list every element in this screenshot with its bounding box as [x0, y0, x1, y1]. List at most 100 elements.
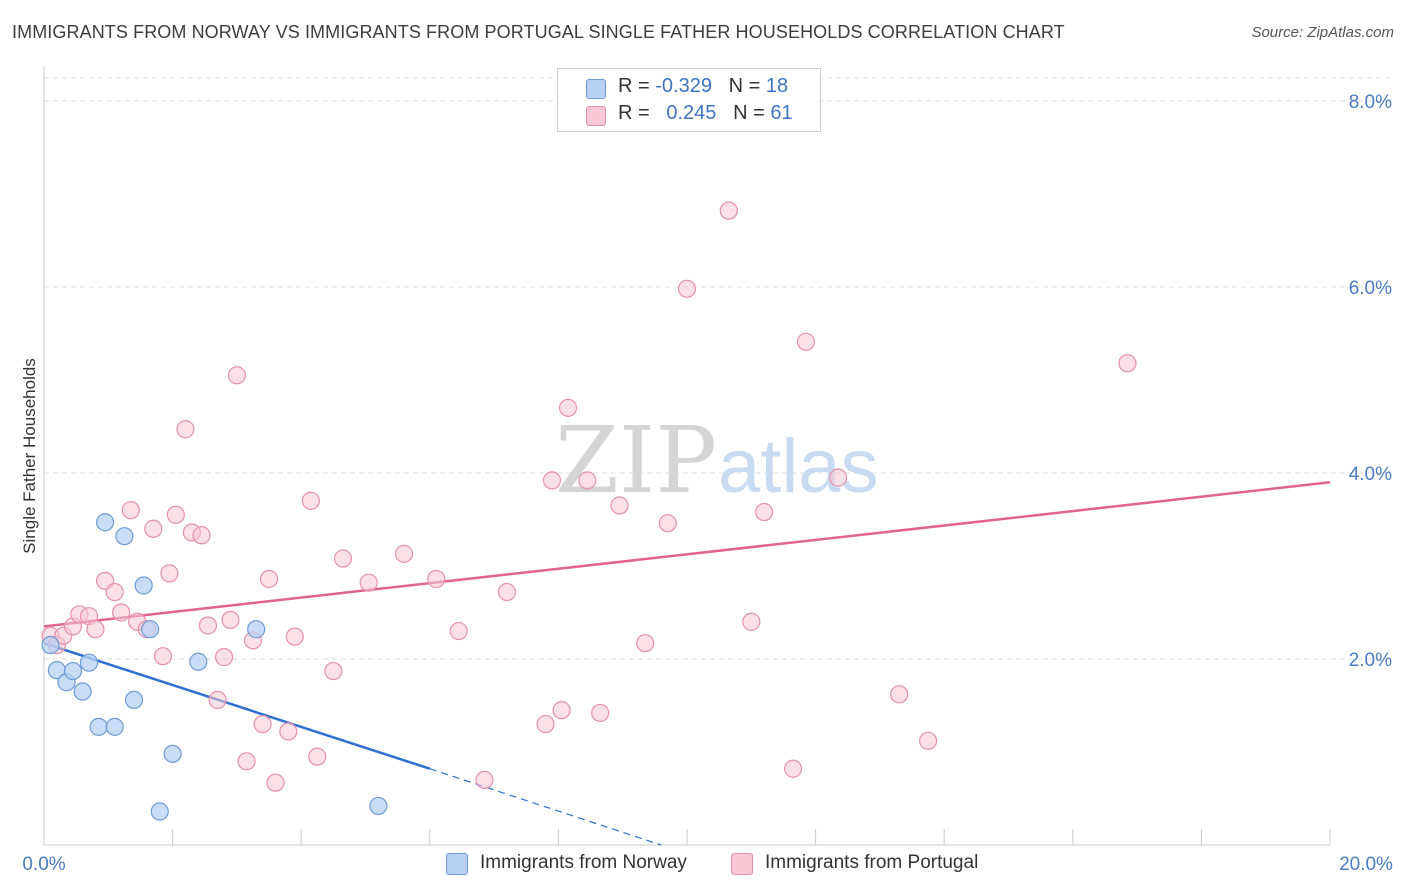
portugal-r-value: 0.245 [666, 102, 717, 124]
grid-layer [44, 77, 1392, 660]
norway-legend-swatch [446, 853, 468, 875]
norway-point [105, 717, 124, 736]
norway-point [95, 513, 115, 532]
portugal-point [144, 519, 163, 538]
portugal-point [176, 420, 195, 439]
portugal-n-value: 61 [770, 102, 793, 124]
portugal-point [542, 471, 562, 490]
portugal-point [783, 759, 803, 778]
portugal-point [636, 634, 655, 653]
norway-swatch [586, 79, 606, 99]
portugal-point [160, 564, 179, 583]
portugal-point [105, 582, 124, 602]
portugal-point [121, 501, 140, 520]
portugal-point [591, 703, 610, 723]
portugal-n-label: N = [733, 102, 771, 124]
portugal-point [285, 627, 304, 646]
norway-point [41, 635, 60, 655]
portugal-point [192, 526, 211, 545]
portugal-swatch [586, 106, 606, 126]
portugal-point [578, 471, 597, 490]
norway-point [73, 682, 92, 701]
ticks-layer: 2.0% 4.0% 6.0% 8.0% 0.0% 20.0% [22, 92, 1393, 875]
portugal-point [208, 690, 227, 710]
portugal-point [475, 770, 494, 789]
portugal-point [112, 603, 131, 622]
portugal-point [890, 685, 909, 704]
y-axis-label: Single Father Households [20, 358, 39, 554]
norway-r-value: -0.329 [655, 75, 712, 97]
portugal-point [796, 332, 816, 351]
norway-r-label: R = [618, 75, 656, 97]
portugal-point [829, 468, 848, 487]
portugal-point [742, 612, 761, 631]
norway-point [140, 620, 160, 639]
portugal-point [227, 366, 246, 385]
points-layer [41, 201, 1137, 821]
source-credit: Source: ZipAtlas.com [1251, 24, 1394, 41]
norway-point [63, 661, 83, 681]
x-tick-label-max: 20.0% [1339, 854, 1393, 875]
y-tick-label: 6.0% [1349, 278, 1392, 299]
stats-legend: R = -0.329 N = 18 R = 0.245 N = 61 [557, 68, 821, 132]
watermark-zip: ZIP [555, 407, 717, 514]
watermark-atlas: atlas [718, 424, 879, 509]
portugal-point [497, 582, 517, 602]
portugal-point [253, 714, 272, 734]
portugal-point [301, 491, 320, 510]
portugal-point [153, 647, 173, 666]
portugal-point [552, 701, 571, 720]
y-tick-label: 8.0% [1349, 92, 1392, 113]
portugal-point [719, 201, 738, 220]
axes-layer [43, 66, 1331, 846]
norway-point [89, 717, 108, 736]
portugal-trend-line [43, 481, 1331, 628]
legend-portugal-text: R = 0.245 N = 61 [618, 102, 793, 125]
x-tick-label-min: 0.0% [22, 854, 65, 875]
portugal-point [394, 544, 414, 563]
norway-trend-line [43, 641, 431, 770]
portugal-point [221, 610, 240, 630]
portugal-point [1118, 354, 1137, 373]
norway-legend-label: Immigrants from Norway [480, 852, 687, 873]
norway-point [247, 620, 266, 639]
norway-point [115, 527, 134, 546]
portugal-point [166, 505, 185, 524]
norway-point [189, 652, 208, 671]
norway-trend-extension [429, 768, 662, 846]
norway-point [134, 576, 153, 595]
portugal-point [324, 661, 343, 681]
norway-n-value: 18 [765, 75, 789, 97]
portugal-point [279, 722, 298, 741]
portugal-point [658, 514, 677, 533]
chart-title: IMMIGRANTS FROM NORWAY VS IMMIGRANTS FRO… [12, 22, 1065, 42]
portugal-point [198, 616, 218, 635]
portugal-point [677, 279, 697, 298]
portugal-point [214, 648, 234, 667]
watermark: ZIP atlas [555, 407, 879, 514]
portugal-legend-label: Immigrants from Portugal [765, 852, 979, 873]
portugal-point [259, 569, 279, 589]
norway-point [369, 796, 388, 816]
trend-layer [43, 481, 1331, 846]
portugal-point [86, 620, 105, 639]
portugal-point [755, 502, 774, 522]
portugal-point [308, 747, 327, 766]
norway-point [79, 653, 99, 672]
norway-n-label: N = [728, 75, 766, 97]
portugal-point [558, 398, 578, 417]
portugal-point [333, 549, 353, 568]
y-tick-label: 4.0% [1349, 464, 1392, 485]
portugal-point [427, 569, 446, 589]
portugal-r-label: R = [618, 102, 656, 124]
norway-point [163, 744, 182, 763]
portugal-point [237, 752, 256, 771]
portugal-point [610, 496, 629, 515]
portugal-legend-swatch [731, 853, 753, 875]
norway-point [150, 802, 169, 821]
portugal-point [359, 573, 378, 592]
portugal-point [449, 621, 468, 641]
portugal-point [919, 731, 938, 750]
y-tick-label: 2.0% [1349, 650, 1392, 671]
